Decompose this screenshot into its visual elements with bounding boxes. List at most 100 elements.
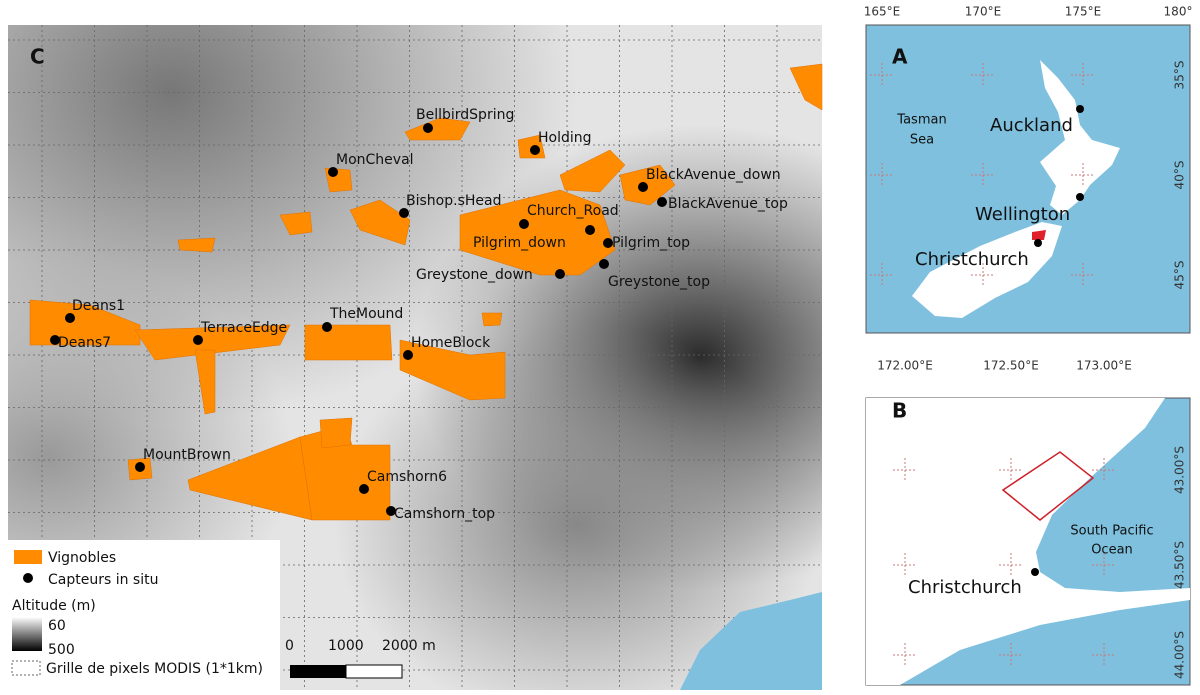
land bbox=[866, 398, 1190, 685]
vineyard bbox=[789, 63, 823, 111]
city-label: Auckland bbox=[990, 115, 1073, 136]
sensor-dot bbox=[50, 335, 60, 345]
sea bbox=[680, 592, 822, 690]
sea-label: Sea bbox=[910, 133, 934, 148]
south-island bbox=[912, 222, 1062, 318]
sensor-label: BlackAvenue_down bbox=[646, 167, 781, 183]
altitude-ramp bbox=[12, 617, 42, 651]
sensor-label: Deans1 bbox=[72, 298, 125, 314]
legend-text: 500 bbox=[48, 642, 75, 658]
city-dot bbox=[1034, 239, 1042, 247]
legend: Vignobles Capteurs in situ Altitude (m) … bbox=[8, 540, 280, 690]
scale-label: 0 bbox=[285, 638, 294, 654]
sea bbox=[865, 24, 1191, 334]
lat-label: 44.00°S bbox=[1173, 631, 1187, 679]
ocean-label: Ocean bbox=[1091, 543, 1133, 558]
sensor-dot bbox=[386, 506, 396, 516]
sensor-dot bbox=[519, 219, 529, 229]
vineyard bbox=[177, 237, 216, 253]
scale-segment bbox=[290, 665, 346, 678]
lat-label: 40°S bbox=[1173, 161, 1187, 190]
panel-b: B 172.00°E 172.50°E 173.00°E 43.00°S 43.… bbox=[865, 359, 1191, 686]
sensor-label: Pilgrim_top bbox=[612, 235, 690, 251]
legend-text: Vignobles bbox=[48, 550, 116, 566]
sensor-label: MonCheval bbox=[336, 152, 414, 168]
sea-label: Tasman bbox=[896, 113, 946, 128]
study-area-box bbox=[1001, 451, 1095, 521]
city-label: Wellington bbox=[975, 204, 1070, 225]
lat-label: 43.50°S bbox=[1173, 541, 1187, 589]
city-dot bbox=[1076, 105, 1084, 113]
sensor-dot bbox=[638, 182, 648, 192]
sensor-dot bbox=[657, 197, 667, 207]
scale-label: 2000 m bbox=[382, 638, 436, 654]
legend-swatch bbox=[14, 550, 42, 564]
graticule bbox=[893, 458, 1116, 667]
legend-title: Altitude (m) bbox=[12, 598, 96, 614]
city-dot bbox=[1076, 193, 1084, 201]
vineyard bbox=[459, 189, 616, 276]
sensor-label: BlackAvenue_top bbox=[668, 196, 788, 212]
lon-label: 175°E bbox=[1065, 5, 1102, 19]
lon-label: 170°E bbox=[965, 5, 1002, 19]
lon-label: 165°E bbox=[864, 5, 901, 19]
north-island bbox=[1040, 60, 1120, 215]
legend-text: Capteurs in situ bbox=[48, 572, 158, 588]
legend-text: Grille de pixels MODIS (1*1km) bbox=[46, 661, 263, 677]
sensor-label: TheMound bbox=[329, 306, 403, 322]
sensor-dot bbox=[555, 269, 565, 279]
sensor-label: Camshorn6 bbox=[367, 469, 447, 485]
vineyard bbox=[279, 211, 313, 236]
sensor-dot bbox=[423, 123, 433, 133]
lon-label: 172.50°E bbox=[983, 359, 1039, 373]
lon-label: 180° bbox=[1164, 5, 1193, 19]
legend-dot bbox=[23, 573, 33, 583]
vineyard bbox=[404, 117, 471, 141]
sensor-label: Deans7 bbox=[58, 335, 111, 351]
legend-box bbox=[8, 540, 280, 690]
sensor-dot bbox=[599, 259, 609, 269]
panel-letter: B bbox=[892, 399, 907, 423]
sensor-label: Pilgrim_down bbox=[473, 235, 566, 251]
sensor-dot bbox=[65, 313, 75, 323]
sensor-label: Greystone_top bbox=[608, 274, 710, 290]
sensor-dot bbox=[399, 208, 409, 218]
vineyard bbox=[194, 349, 216, 415]
legend-text: 60 bbox=[48, 618, 66, 634]
city-dot bbox=[1031, 568, 1039, 576]
vineyard bbox=[319, 417, 353, 449]
scale-label: 1000 bbox=[328, 638, 364, 654]
vineyards bbox=[29, 63, 823, 521]
sensor-dot bbox=[359, 484, 369, 494]
panel-letter: A bbox=[892, 45, 908, 69]
scale-bar: 0 1000 2000 m bbox=[285, 638, 436, 679]
city-label: Christchurch bbox=[908, 577, 1022, 598]
sensor-dot bbox=[603, 238, 613, 248]
ocean-label: South Pacific bbox=[1070, 524, 1153, 539]
sensor-dot bbox=[328, 167, 338, 177]
lat-label: 43.00°S bbox=[1173, 446, 1187, 494]
sensor-dot bbox=[135, 462, 145, 472]
panel-c: BellbirdSpring Holding MonCheval BlackAvenu… bbox=[8, 25, 823, 690]
graticule bbox=[870, 63, 1095, 287]
lon-label: 173.00°E bbox=[1076, 359, 1132, 373]
sensor-label: BellbirdSpring bbox=[416, 107, 514, 123]
vineyard bbox=[399, 339, 506, 401]
lon-label: 172.00°E bbox=[877, 359, 933, 373]
city-label: Christchurch bbox=[915, 249, 1029, 270]
vineyard bbox=[304, 324, 393, 361]
vineyard bbox=[134, 324, 291, 361]
panel-letter: C bbox=[30, 45, 45, 69]
sensor-label: TerraceEdge bbox=[200, 320, 287, 336]
sensor-label: Church_Road bbox=[527, 203, 619, 219]
sensor-label: MountBrown bbox=[143, 447, 231, 463]
sensor-dot bbox=[322, 322, 332, 332]
sensor-label: Holding bbox=[538, 130, 592, 146]
panel-a: A 165°E 170°E 175°E 180° 35°S 40°S 45°S … bbox=[864, 5, 1193, 334]
sensors: BellbirdSpring Holding MonCheval BlackAvenu… bbox=[50, 107, 788, 522]
sensor-label: Camshorn_top bbox=[394, 506, 495, 522]
sensor-label: HomeBlock bbox=[411, 335, 491, 351]
sensor-dot bbox=[403, 350, 413, 360]
vineyard bbox=[481, 312, 503, 327]
